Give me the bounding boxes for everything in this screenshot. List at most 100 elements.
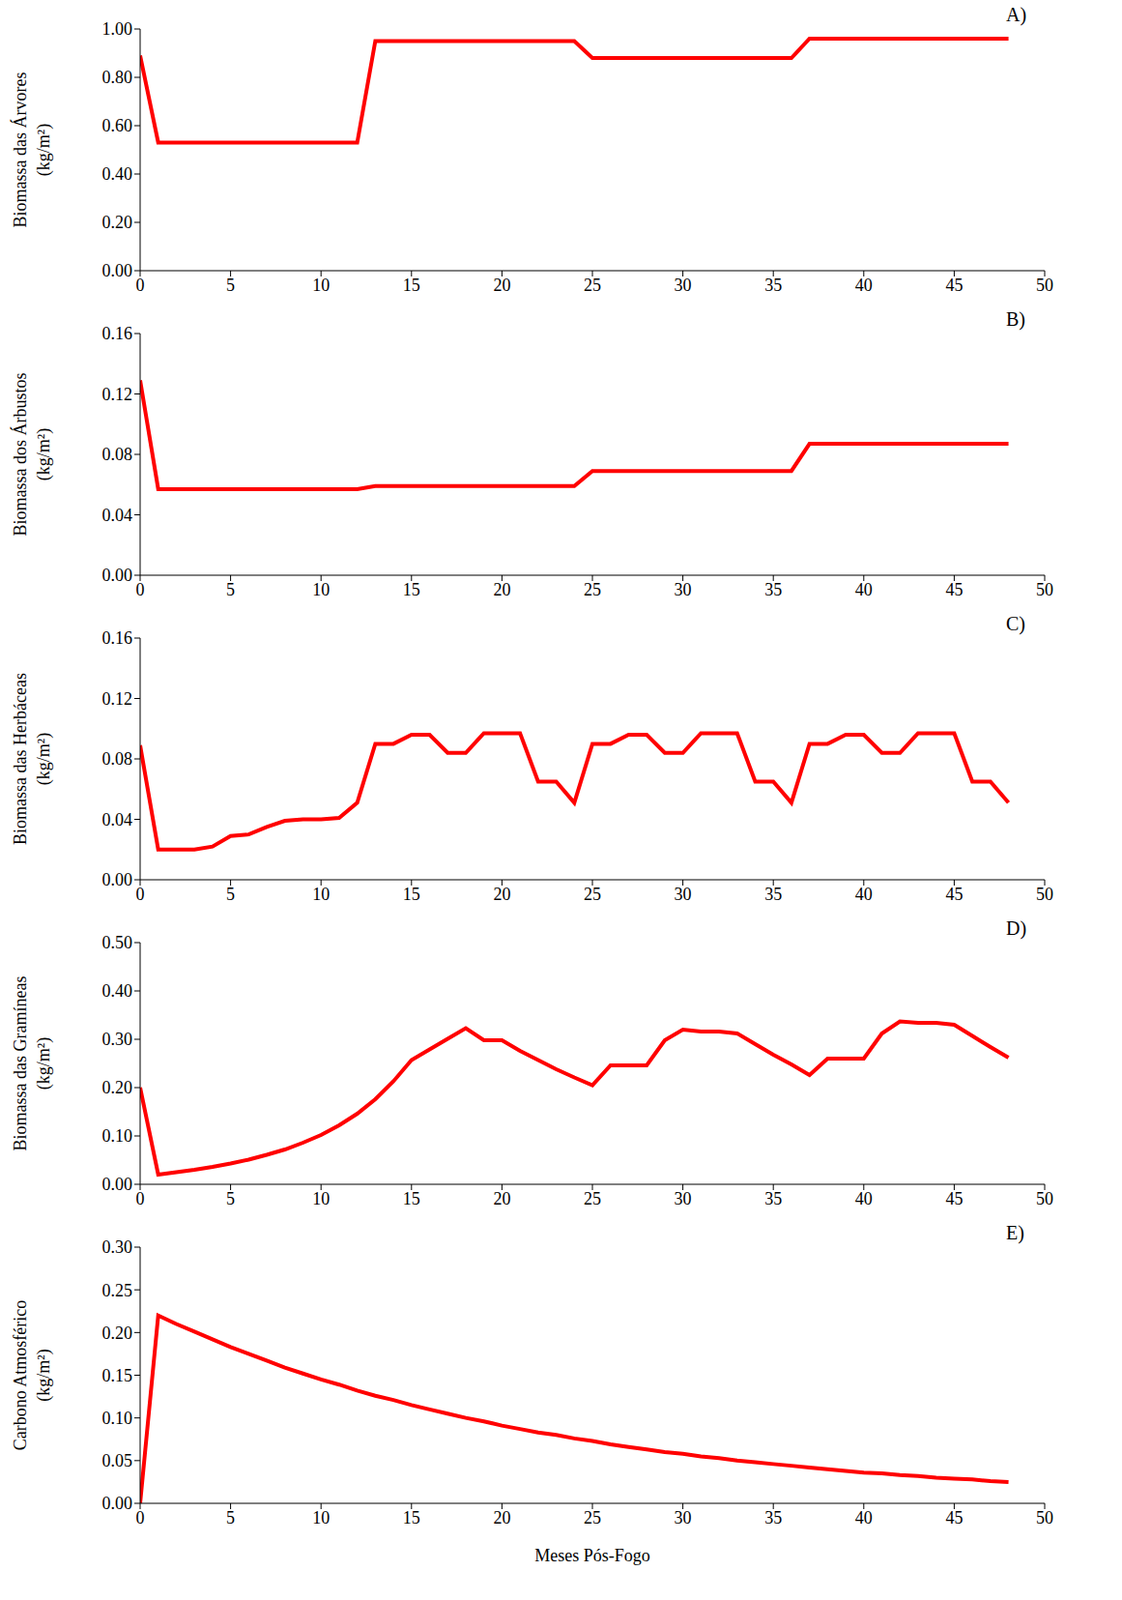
svg-text:(kg/m²): (kg/m²) [33, 732, 55, 785]
svg-text:0.04: 0.04 [102, 505, 134, 525]
svg-text:0: 0 [136, 1188, 145, 1209]
svg-text:0: 0 [136, 884, 145, 904]
svg-text:0.20: 0.20 [102, 1323, 134, 1343]
svg-text:50: 50 [1035, 884, 1054, 904]
svg-text:0.10: 0.10 [102, 1408, 134, 1428]
svg-text:15: 15 [402, 884, 421, 904]
svg-text:15: 15 [402, 1507, 421, 1527]
svg-text:15: 15 [402, 579, 421, 600]
svg-text:40: 40 [855, 579, 873, 600]
svg-text:30: 30 [674, 579, 692, 600]
svg-text:45: 45 [945, 884, 963, 904]
svg-text:35: 35 [764, 579, 782, 600]
svg-text:Biomassa das Árvores: Biomassa das Árvores [9, 72, 30, 229]
svg-text:0.30: 0.30 [102, 1029, 134, 1049]
svg-text:5: 5 [226, 275, 235, 295]
svg-text:0.08: 0.08 [102, 444, 134, 464]
svg-text:30: 30 [674, 884, 692, 904]
svg-text:35: 35 [764, 1188, 782, 1209]
svg-text:50: 50 [1035, 579, 1054, 600]
svg-text:Biomassa das Herbáceas: Biomassa das Herbáceas [10, 672, 30, 845]
svg-text:0.12: 0.12 [102, 689, 134, 709]
svg-text:(kg/m²): (kg/m²) [33, 1348, 55, 1401]
svg-text:(kg/m²): (kg/m²) [33, 1036, 55, 1090]
svg-text:Carbono Atmosférico: Carbono Atmosférico [10, 1299, 30, 1450]
svg-text:0.50: 0.50 [102, 932, 134, 952]
svg-text:50: 50 [1035, 1507, 1054, 1527]
svg-text:0.05: 0.05 [102, 1450, 134, 1470]
svg-text:30: 30 [674, 1507, 692, 1527]
svg-text:0.30: 0.30 [102, 1237, 134, 1257]
svg-text:50: 50 [1035, 275, 1054, 295]
svg-text:5: 5 [226, 884, 235, 904]
svg-text:0: 0 [136, 275, 145, 295]
svg-text:0.20: 0.20 [102, 212, 134, 232]
svg-text:5: 5 [226, 579, 235, 600]
svg-text:Meses Pós-Fogo: Meses Pós-Fogo [534, 1545, 651, 1565]
svg-text:45: 45 [945, 579, 963, 600]
svg-text:Biomassa das Gramíneas: Biomassa das Gramíneas [10, 976, 30, 1151]
svg-text:(kg/m²): (kg/m²) [33, 428, 55, 481]
svg-text:0.16: 0.16 [102, 323, 134, 344]
svg-text:20: 20 [492, 579, 511, 600]
svg-text:45: 45 [945, 1188, 963, 1209]
svg-text:35: 35 [764, 1507, 782, 1527]
svg-text:0.10: 0.10 [102, 1125, 134, 1146]
html-text:C): C) [1006, 612, 1026, 634]
svg-text:0: 0 [136, 1507, 145, 1527]
svg-text:10: 10 [312, 1188, 330, 1209]
svg-text:0.00: 0.00 [102, 260, 134, 281]
svg-text:10: 10 [312, 275, 330, 295]
svg-text:20: 20 [492, 275, 511, 295]
svg-text:35: 35 [764, 884, 782, 904]
svg-text:0.00: 0.00 [102, 1493, 134, 1513]
html-text:B): B) [1006, 308, 1026, 330]
svg-text:0.00: 0.00 [102, 869, 134, 890]
svg-text:15: 15 [402, 275, 421, 295]
html-text:E): E) [1006, 1221, 1025, 1243]
svg-text:25: 25 [583, 1507, 602, 1527]
svg-text:10: 10 [312, 579, 330, 600]
svg-text:0.40: 0.40 [102, 164, 134, 184]
svg-text:30: 30 [674, 275, 692, 295]
svg-text:25: 25 [583, 1188, 602, 1209]
svg-text:Biomassa dos Árbustos: Biomassa dos Árbustos [9, 372, 30, 536]
svg-text:0.60: 0.60 [102, 115, 134, 136]
svg-text:40: 40 [855, 1188, 873, 1209]
svg-text:0.08: 0.08 [102, 748, 134, 769]
svg-text:30: 30 [674, 1188, 692, 1209]
svg-text:(kg/m²): (kg/m²) [33, 123, 55, 176]
svg-text:20: 20 [492, 884, 511, 904]
svg-text:0.25: 0.25 [102, 1280, 134, 1300]
svg-text:45: 45 [945, 1507, 963, 1527]
svg-text:40: 40 [855, 1507, 873, 1527]
svg-text:0.12: 0.12 [102, 384, 134, 404]
html-text:A): A) [1006, 3, 1027, 26]
svg-text:10: 10 [312, 1507, 330, 1527]
svg-text:25: 25 [583, 579, 602, 600]
svg-text:0.20: 0.20 [102, 1077, 134, 1097]
svg-text:35: 35 [764, 275, 782, 295]
svg-text:15: 15 [402, 1188, 421, 1209]
svg-text:10: 10 [312, 884, 330, 904]
svg-text:20: 20 [492, 1188, 511, 1209]
svg-text:0.40: 0.40 [102, 980, 134, 1001]
svg-text:50: 50 [1035, 1188, 1054, 1209]
svg-text:45: 45 [945, 275, 963, 295]
svg-text:25: 25 [583, 884, 602, 904]
svg-text:5: 5 [226, 1507, 235, 1527]
svg-text:0: 0 [136, 579, 145, 600]
svg-text:0.00: 0.00 [102, 565, 134, 585]
svg-text:0.00: 0.00 [102, 1174, 134, 1194]
svg-text:0.80: 0.80 [102, 67, 134, 87]
svg-text:1.00: 1.00 [102, 19, 134, 39]
html-text:D): D) [1006, 917, 1027, 939]
svg-text:0.16: 0.16 [102, 628, 134, 648]
svg-text:20: 20 [492, 1507, 511, 1527]
svg-text:5: 5 [226, 1188, 235, 1209]
svg-text:40: 40 [855, 884, 873, 904]
svg-text:40: 40 [855, 275, 873, 295]
svg-text:0.04: 0.04 [102, 809, 134, 830]
svg-text:25: 25 [583, 275, 602, 295]
svg-text:0.15: 0.15 [102, 1365, 134, 1385]
